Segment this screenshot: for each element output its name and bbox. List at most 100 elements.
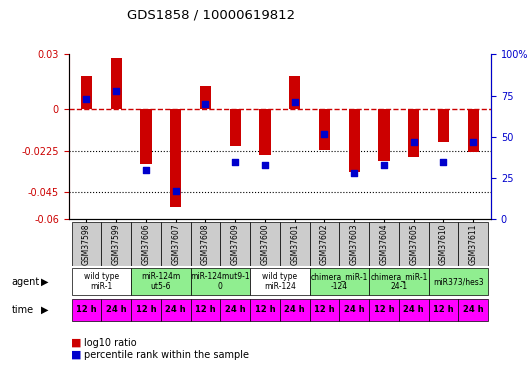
Text: 12 h: 12 h (433, 305, 454, 314)
Point (82, 96, 91, 102)
Bar (438, 110, 449, 142)
FancyBboxPatch shape (340, 299, 369, 321)
FancyBboxPatch shape (72, 222, 101, 266)
Text: 24 h: 24 h (344, 305, 364, 314)
FancyBboxPatch shape (340, 222, 369, 266)
Text: 12 h: 12 h (374, 305, 394, 314)
FancyBboxPatch shape (280, 222, 309, 266)
FancyBboxPatch shape (191, 222, 220, 266)
Text: 12 h: 12 h (76, 305, 97, 314)
Point (261, 162, 269, 168)
FancyBboxPatch shape (309, 268, 369, 295)
FancyBboxPatch shape (399, 299, 429, 321)
FancyBboxPatch shape (131, 299, 161, 321)
FancyBboxPatch shape (72, 299, 101, 321)
Text: ▶: ▶ (41, 305, 49, 315)
Bar (259, 110, 271, 155)
FancyBboxPatch shape (191, 268, 250, 295)
Bar (230, 110, 241, 146)
FancyBboxPatch shape (458, 222, 488, 266)
Point (231, 159, 239, 165)
Bar (408, 110, 419, 157)
FancyBboxPatch shape (369, 268, 429, 295)
FancyBboxPatch shape (220, 299, 250, 321)
FancyBboxPatch shape (280, 299, 309, 321)
Text: chimera_miR-1
-124: chimera_miR-1 -124 (310, 272, 368, 291)
Text: GSM37606: GSM37606 (142, 223, 150, 265)
Text: GSM37610: GSM37610 (439, 223, 448, 265)
Text: wild type
miR-124: wild type miR-124 (262, 272, 297, 291)
Text: chimera_miR-1
24-1: chimera_miR-1 24-1 (370, 272, 428, 291)
FancyBboxPatch shape (161, 222, 191, 266)
FancyBboxPatch shape (191, 299, 220, 321)
FancyBboxPatch shape (161, 299, 191, 321)
FancyBboxPatch shape (309, 222, 340, 266)
Point (290, 99, 299, 105)
Bar (348, 110, 360, 172)
Text: miR-124mut9-1
0: miR-124mut9-1 0 (191, 272, 250, 291)
Text: 24 h: 24 h (225, 305, 246, 314)
Point (350, 170, 359, 176)
Text: GSM37611: GSM37611 (469, 223, 478, 265)
Text: 24 h: 24 h (165, 305, 186, 314)
Point (320, 130, 329, 136)
Point (201, 101, 210, 107)
FancyBboxPatch shape (131, 268, 191, 295)
Text: GSM37608: GSM37608 (201, 223, 210, 265)
Text: GSM37601: GSM37601 (290, 223, 299, 265)
Text: ■: ■ (71, 338, 82, 348)
FancyBboxPatch shape (250, 222, 280, 266)
FancyBboxPatch shape (131, 222, 161, 266)
Text: GSM37607: GSM37607 (171, 223, 180, 265)
FancyBboxPatch shape (101, 222, 131, 266)
Text: ▶: ▶ (41, 277, 49, 286)
Point (410, 139, 418, 145)
Text: GSM37605: GSM37605 (409, 223, 418, 265)
Text: GSM37599: GSM37599 (112, 223, 121, 265)
Text: GDS1858 / 10000619812: GDS1858 / 10000619812 (127, 8, 295, 21)
Text: 24 h: 24 h (463, 305, 484, 314)
Text: GSM37598: GSM37598 (82, 223, 91, 265)
Text: GSM37609: GSM37609 (231, 223, 240, 265)
Text: log10 ratio: log10 ratio (84, 338, 137, 348)
FancyBboxPatch shape (250, 299, 280, 321)
FancyBboxPatch shape (250, 268, 309, 295)
Bar (110, 58, 122, 110)
Bar (467, 110, 479, 152)
Bar (319, 110, 330, 150)
Point (142, 167, 150, 173)
Text: miR373/hes3: miR373/hes3 (433, 277, 484, 286)
Point (112, 88, 120, 94)
Text: GSM37604: GSM37604 (380, 223, 389, 265)
FancyBboxPatch shape (429, 299, 458, 321)
FancyBboxPatch shape (309, 299, 340, 321)
FancyBboxPatch shape (369, 222, 399, 266)
Text: miR-124m
ut5-6: miR-124m ut5-6 (141, 272, 181, 291)
Text: 12 h: 12 h (314, 305, 335, 314)
Text: ■: ■ (71, 350, 82, 360)
Bar (200, 86, 211, 109)
Text: agent: agent (12, 277, 40, 286)
Text: 24 h: 24 h (106, 305, 127, 314)
FancyBboxPatch shape (429, 268, 488, 295)
Text: 12 h: 12 h (195, 305, 216, 314)
Text: wild type
miR-1: wild type miR-1 (84, 272, 119, 291)
FancyBboxPatch shape (220, 222, 250, 266)
Text: 24 h: 24 h (403, 305, 424, 314)
FancyBboxPatch shape (458, 299, 488, 321)
Bar (378, 110, 390, 161)
Bar (170, 110, 182, 207)
Point (380, 162, 388, 168)
Text: 24 h: 24 h (285, 305, 305, 314)
Text: GSM37603: GSM37603 (350, 223, 359, 265)
FancyBboxPatch shape (399, 222, 429, 266)
Text: GSM37600: GSM37600 (260, 223, 269, 265)
Bar (81, 76, 92, 110)
FancyBboxPatch shape (101, 299, 131, 321)
Point (172, 188, 180, 194)
Text: 12 h: 12 h (136, 305, 156, 314)
Bar (140, 110, 152, 164)
Point (469, 139, 477, 145)
Bar (289, 76, 300, 110)
Text: time: time (12, 305, 34, 315)
